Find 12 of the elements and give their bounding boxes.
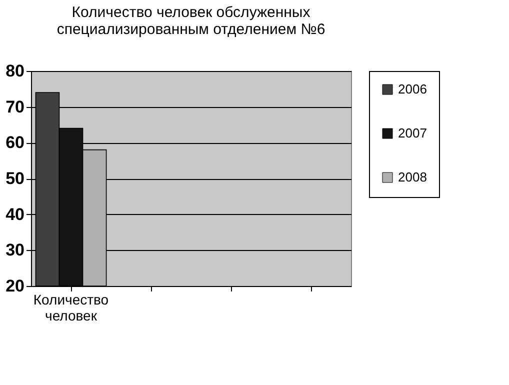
legend-label: 2007 [398, 126, 427, 140]
y-tick-label: 20 [6, 276, 24, 296]
legend-label: 2008 [398, 170, 427, 184]
y-tick-label: 80 [6, 62, 24, 80]
y-tick-label: 30 [6, 240, 24, 260]
legend-label: 2006 [398, 82, 427, 96]
y-tick-label: 70 [6, 97, 24, 116]
chart-title: Количество человек обслуженных специализированным отделением №6 [56, 4, 326, 38]
y-tick-label: 60 [6, 133, 24, 152]
y-tick-label: 40 [6, 204, 24, 224]
x-tick-label: Количество человек [33, 292, 109, 324]
y-tick-label: 50 [6, 169, 24, 188]
